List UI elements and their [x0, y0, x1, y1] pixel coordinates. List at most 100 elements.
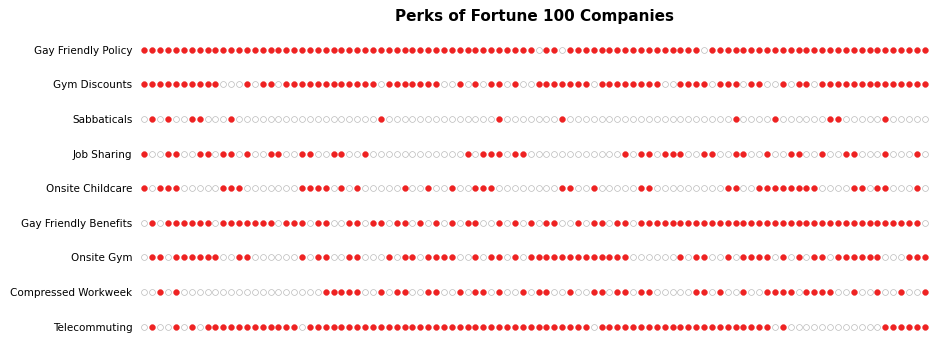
- Point: [625, 47, 641, 52]
- Point: [807, 289, 822, 295]
- Point: [768, 185, 783, 191]
- Point: [208, 151, 223, 156]
- Point: [602, 185, 617, 191]
- Point: [326, 254, 341, 260]
- Point: [712, 324, 727, 330]
- Point: [815, 289, 830, 295]
- Point: [854, 47, 869, 52]
- Point: [492, 324, 507, 330]
- Point: [239, 289, 254, 295]
- Point: [397, 81, 412, 87]
- Point: [382, 81, 397, 87]
- Point: [673, 289, 688, 295]
- Point: [681, 151, 696, 156]
- Point: [712, 47, 727, 52]
- Point: [712, 116, 727, 122]
- Point: [862, 185, 877, 191]
- Point: [382, 116, 397, 122]
- Point: [689, 185, 704, 191]
- Point: [389, 116, 404, 122]
- Point: [658, 220, 673, 226]
- Point: [405, 116, 420, 122]
- Point: [185, 185, 200, 191]
- Point: [326, 81, 341, 87]
- Point: [546, 47, 561, 52]
- Point: [744, 220, 759, 226]
- Point: [137, 254, 152, 260]
- Point: [365, 151, 381, 156]
- Point: [649, 324, 664, 330]
- Point: [531, 185, 546, 191]
- Point: [334, 324, 349, 330]
- Point: [413, 289, 428, 295]
- Point: [578, 324, 593, 330]
- Point: [791, 289, 806, 295]
- Point: [775, 116, 790, 122]
- Point: [397, 47, 412, 52]
- Point: [476, 47, 491, 52]
- Point: [673, 81, 688, 87]
- Point: [318, 289, 333, 295]
- Point: [555, 254, 570, 260]
- Point: [768, 324, 783, 330]
- Point: [696, 151, 711, 156]
- Point: [405, 220, 420, 226]
- Point: [310, 81, 325, 87]
- Point: [429, 220, 444, 226]
- Point: [712, 254, 727, 260]
- Point: [499, 81, 514, 87]
- Point: [846, 116, 861, 122]
- Point: [483, 47, 498, 52]
- Point: [901, 81, 917, 87]
- Point: [546, 220, 561, 226]
- Point: [712, 81, 727, 87]
- Point: [665, 47, 680, 52]
- Point: [642, 47, 657, 52]
- Point: [885, 151, 901, 156]
- Point: [783, 151, 798, 156]
- Point: [665, 324, 680, 330]
- Point: [862, 289, 877, 295]
- Point: [515, 324, 530, 330]
- Point: [515, 220, 530, 226]
- Point: [169, 185, 184, 191]
- Point: [918, 151, 933, 156]
- Point: [334, 185, 349, 191]
- Point: [476, 81, 491, 87]
- Point: [625, 254, 641, 260]
- Point: [894, 289, 909, 295]
- Point: [160, 324, 175, 330]
- Point: [775, 289, 790, 295]
- Point: [799, 324, 814, 330]
- Point: [286, 220, 301, 226]
- Point: [562, 254, 577, 260]
- Point: [696, 185, 711, 191]
- Point: [382, 324, 397, 330]
- Point: [137, 116, 152, 122]
- Point: [515, 47, 530, 52]
- Point: [618, 185, 633, 191]
- Point: [681, 116, 696, 122]
- Point: [602, 254, 617, 260]
- Point: [571, 185, 586, 191]
- Point: [137, 81, 152, 87]
- Point: [247, 47, 262, 52]
- Point: [279, 324, 294, 330]
- Point: [460, 116, 475, 122]
- Point: [460, 324, 475, 330]
- Point: [854, 185, 869, 191]
- Point: [862, 254, 877, 260]
- Point: [185, 116, 200, 122]
- Point: [909, 289, 924, 295]
- Point: [736, 289, 751, 295]
- Point: [436, 151, 451, 156]
- Point: [263, 151, 278, 156]
- Point: [894, 151, 909, 156]
- Point: [508, 185, 523, 191]
- Point: [831, 254, 846, 260]
- Title: Perks of Fortune 100 Companies: Perks of Fortune 100 Companies: [395, 9, 674, 24]
- Point: [499, 116, 514, 122]
- Point: [476, 116, 491, 122]
- Point: [712, 220, 727, 226]
- Point: [791, 324, 806, 330]
